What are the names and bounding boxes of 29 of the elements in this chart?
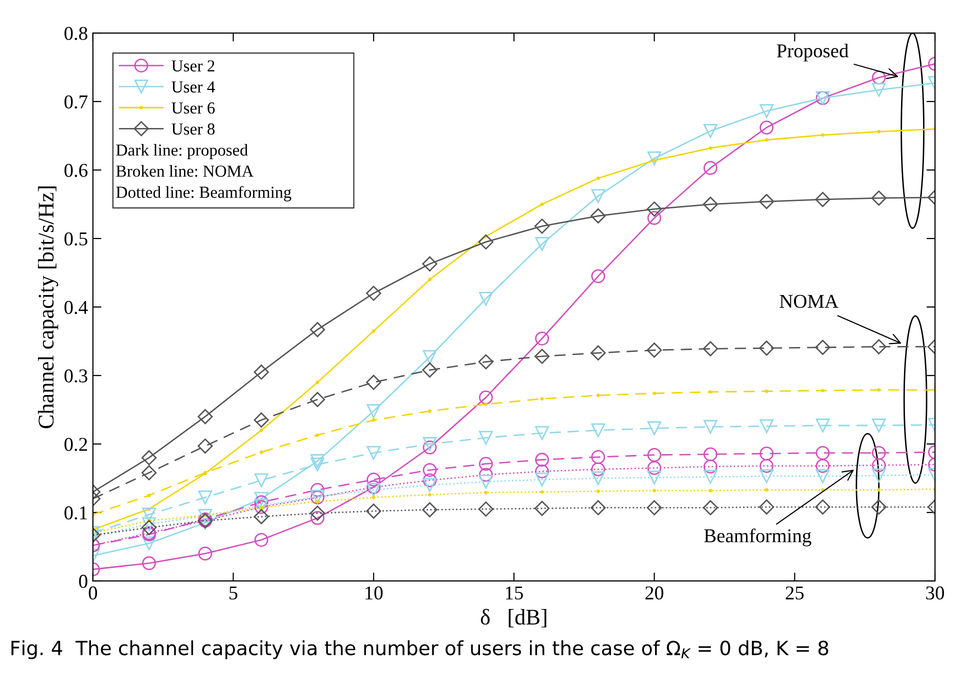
annotation: Proposed [776, 44, 848, 62]
y-tick-label: 0.4 [64, 300, 88, 314]
annotation: Dark line: proposed [116, 144, 248, 160]
y-tick-label: 0.6 [64, 164, 88, 178]
y-tick-label: 0 [79, 574, 88, 588]
y-tick-label: 0.1 [64, 506, 87, 520]
y-tick-label: 0.8 [64, 26, 88, 40]
legend-label: User 2 [172, 60, 214, 72]
y-tick-label: 0.2 [64, 438, 87, 452]
y-tick-label: 0.3 [64, 369, 88, 383]
x-tick-label: 15 [506, 586, 523, 600]
caption: Fig. 4 The channel capacity via the number of users in the case of Ω$_{K}$ = 0 dB, K = 8 [11, 640, 828, 660]
x-tick-label: 30 [926, 586, 944, 600]
annotation: Broken line: NOMA [116, 165, 254, 177]
x-tick-label: 5 [230, 586, 238, 600]
x-tick-label: 20 [645, 586, 664, 600]
legend-label: User 8 [172, 123, 215, 135]
y-tick-label: 0.5 [64, 232, 88, 246]
x-tick-label: 10 [366, 586, 383, 600]
y-tick-label: 0.7 [64, 95, 88, 109]
x-tick-label: 0 [88, 586, 98, 600]
legend-label: User 4 [172, 81, 215, 93]
annotation: Dotted line: Beamforming [116, 186, 292, 202]
annotation: NOMA [780, 294, 838, 308]
x-tick-label: 25 [786, 586, 804, 600]
x-axis-title: δ [dB] [480, 608, 546, 628]
annotation: Beamforming [704, 528, 812, 546]
legend-label: User 6 [172, 102, 215, 114]
y-axis-title: Channel capacity [bit/s/Hz] [38, 186, 58, 428]
